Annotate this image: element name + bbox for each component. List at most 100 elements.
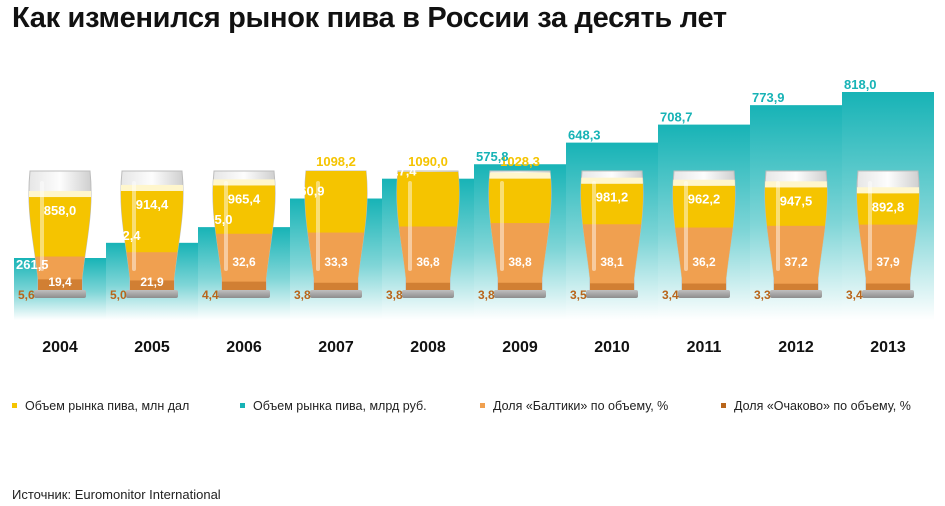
source-note: Источник: Euromonitor International xyxy=(12,487,221,502)
glass-highlight xyxy=(224,181,228,271)
baltika-label: 19,4 xyxy=(48,275,72,289)
ochakovo-bar xyxy=(488,282,552,290)
glass-highlight xyxy=(40,181,44,271)
ochakovo-bar xyxy=(672,283,736,290)
chart-title: Как изменился рынок пива в России за дес… xyxy=(12,2,727,34)
glass-base xyxy=(34,290,86,298)
glass-highlight xyxy=(684,181,688,271)
x-tick-label: 2006 xyxy=(226,339,262,356)
value-label: 527,4 xyxy=(384,164,417,179)
glass-highlight xyxy=(500,181,504,271)
baltika-bar xyxy=(672,227,736,290)
volume-label: 1090,0 xyxy=(408,154,448,169)
value-label: 460,9 xyxy=(292,184,325,199)
volume-label: 1098,2 xyxy=(316,154,356,169)
baltika-label: 33,3 xyxy=(324,255,348,269)
foam xyxy=(28,191,92,198)
x-tick-label: 2010 xyxy=(594,339,630,356)
x-tick-label: 2005 xyxy=(134,339,170,356)
legend-label: Доля «Балтики» по объему, % xyxy=(493,399,669,413)
ochakovo-label: 3,8 xyxy=(294,288,311,302)
glass-highlight xyxy=(132,181,136,271)
x-tick-label: 2009 xyxy=(502,339,538,356)
ochakovo-label: 3,3 xyxy=(754,288,771,302)
baltika-label: 37,2 xyxy=(784,255,808,269)
legend-swatch-baltika xyxy=(480,403,485,409)
volume-label: 914,4 xyxy=(136,197,169,212)
baltika-bar xyxy=(396,226,460,290)
legend-item-volume: Объем рынка пива, млн дал xyxy=(12,399,189,413)
baltika-label: 32,6 xyxy=(232,255,256,269)
ochakovo-label: 5,0 xyxy=(110,288,127,302)
value-label: 708,7 xyxy=(660,110,693,125)
x-tick-label: 2007 xyxy=(318,339,354,356)
ochakovo-bar xyxy=(120,280,184,290)
value-label: 365,0 xyxy=(200,212,233,227)
value-label: 648,3 xyxy=(568,128,601,143)
foam xyxy=(212,179,276,186)
glass-base xyxy=(770,290,822,298)
foam xyxy=(672,179,736,186)
glass-base xyxy=(402,290,454,298)
volume-label: 1028,3 xyxy=(500,154,540,169)
value-label: 261,5 xyxy=(16,257,49,272)
ochakovo-bar xyxy=(764,283,828,290)
value-label: 312,4 xyxy=(108,228,141,243)
legend-swatch-ochakovo xyxy=(721,403,726,409)
baltika-label: 38,8 xyxy=(508,255,532,269)
baltika-label: 37,9 xyxy=(876,255,900,269)
legend-item-ochakovo: Доля «Очаково» по объему, % xyxy=(721,399,911,413)
x-tick-label: 2012 xyxy=(778,339,814,356)
ochakovo-bar xyxy=(580,283,644,290)
baltika-bar xyxy=(856,224,920,290)
legend-item-baltika: Доля «Балтики» по объему, % xyxy=(480,399,668,413)
glass-highlight xyxy=(592,181,596,271)
legend-swatch-value xyxy=(240,403,245,409)
baltika-bar xyxy=(580,224,644,290)
value-label: 818,0 xyxy=(844,77,877,92)
glass-highlight xyxy=(408,181,412,271)
glass-base xyxy=(862,290,914,298)
x-tick-label: 2013 xyxy=(870,339,906,356)
foam xyxy=(856,187,920,194)
value-label: 575,8 xyxy=(476,149,509,164)
baltika-label: 21,9 xyxy=(140,275,164,289)
glass-highlight xyxy=(316,181,320,271)
volume-label: 962,2 xyxy=(688,192,721,207)
ochakovo-label: 3,4 xyxy=(662,288,679,302)
glass-base xyxy=(586,290,638,298)
x-tick-label: 2008 xyxy=(410,339,446,356)
baltika-label: 36,8 xyxy=(416,255,440,269)
ochakovo-label: 3,8 xyxy=(386,288,403,302)
glass-highlight xyxy=(868,181,872,271)
foam xyxy=(580,177,644,184)
volume-label: 892,8 xyxy=(872,199,905,214)
ochakovo-bar xyxy=(396,282,460,290)
glass-base xyxy=(310,290,362,298)
foam xyxy=(488,172,552,179)
baltika-label: 36,2 xyxy=(692,255,716,269)
baltika-bar xyxy=(488,223,552,290)
legend-label: Объем рынка пива, млрд руб. xyxy=(253,399,427,413)
baltika-bar xyxy=(304,232,368,290)
ochakovo-bar xyxy=(212,281,276,290)
baltika-label: 38,1 xyxy=(600,255,624,269)
baltika-bar xyxy=(212,233,276,290)
ochakovo-bar xyxy=(856,283,920,290)
x-tick-label: 2011 xyxy=(687,339,722,356)
glass-base xyxy=(218,290,270,298)
value-label: 773,9 xyxy=(752,90,785,105)
legend-swatch-volume xyxy=(12,403,17,409)
glass-highlight xyxy=(776,181,780,271)
glass-base xyxy=(678,290,730,298)
volume-label: 947,5 xyxy=(780,193,813,208)
volume-label: 965,4 xyxy=(228,191,261,206)
glass-base xyxy=(494,290,546,298)
ochakovo-label: 5,6 xyxy=(18,288,35,302)
ochakovo-label: 4,4 xyxy=(202,288,219,302)
ochakovo-label: 3,8 xyxy=(478,288,495,302)
foam xyxy=(764,181,828,188)
ochakovo-label: 3,5 xyxy=(570,288,587,302)
legend-item-value: Объем рынка пива, млрд руб. xyxy=(240,399,427,413)
foam xyxy=(120,184,184,191)
